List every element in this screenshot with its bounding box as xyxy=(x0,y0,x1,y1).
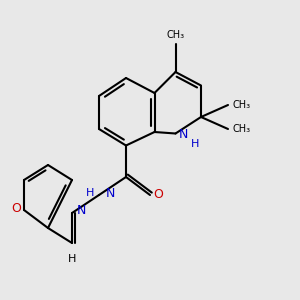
Text: O: O xyxy=(153,188,163,202)
Text: N: N xyxy=(76,203,86,217)
Text: CH₃: CH₃ xyxy=(232,100,250,110)
Text: H: H xyxy=(191,139,200,149)
Text: N: N xyxy=(106,187,115,200)
Text: CH₃: CH₃ xyxy=(167,30,184,40)
Text: H: H xyxy=(86,188,94,199)
Text: H: H xyxy=(68,254,76,263)
Text: O: O xyxy=(11,202,21,215)
Text: N: N xyxy=(178,128,188,142)
Text: CH₃: CH₃ xyxy=(232,124,250,134)
